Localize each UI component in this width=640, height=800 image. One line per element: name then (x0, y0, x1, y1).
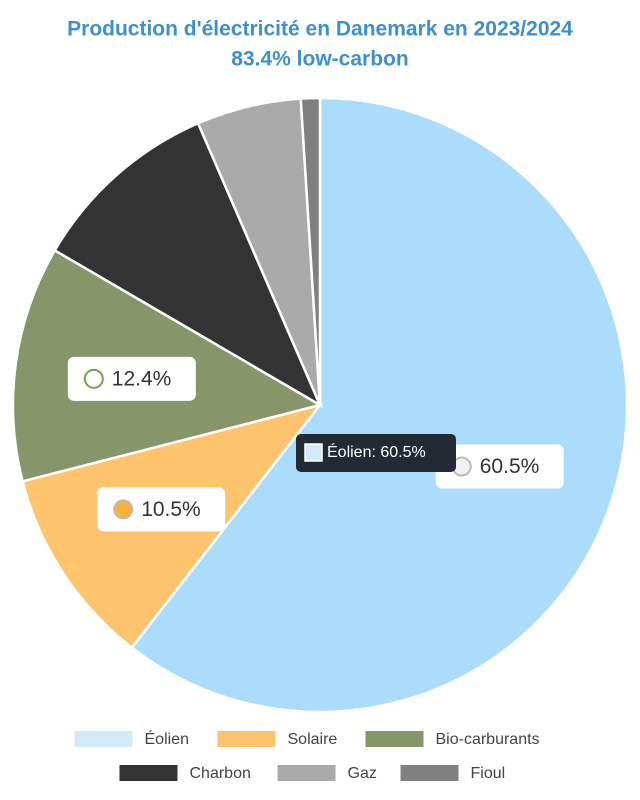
legend: Éolien Solaire Bio-carburants Charbon Gaz Fio… (74, 729, 540, 782)
legend-label: Bio-carburants (436, 731, 540, 748)
chart-subtitle: 83.4% low-carbon (231, 48, 408, 71)
label-box (97, 487, 226, 532)
legend-swatch (74, 731, 133, 747)
legend-swatch (365, 731, 424, 747)
legend-label: Gaz (348, 765, 377, 782)
legend-swatch (277, 765, 336, 781)
value-label-text: 12.4% (112, 367, 172, 390)
legend-label: Éolien (145, 729, 189, 748)
value-label-text: 60.5% (480, 455, 540, 478)
value-label: 60.5% (435, 444, 564, 489)
legend-swatch (217, 731, 276, 747)
tooltip-text: Éolien: 60.5% (327, 442, 426, 461)
value-labels: 60.5% 10.5% 12.4% (67, 356, 564, 532)
legend-swatch (400, 765, 459, 781)
value-label: 10.5% (97, 487, 226, 532)
label-box (67, 356, 196, 401)
legend-label: Charbon (190, 765, 251, 782)
legend-swatch (119, 765, 178, 781)
legend-label: Solaire (288, 731, 338, 748)
value-label: 12.4% (67, 356, 196, 401)
pie-slice (299, 96, 322, 406)
label-icon (83, 368, 104, 389)
chart-title: Production d'électricité en Danemark en … (67, 18, 573, 41)
pie-slice (53, 121, 323, 408)
legend-label: Fioul (471, 765, 506, 782)
tooltip-swatch (304, 443, 323, 462)
pie-slice (130, 96, 629, 714)
value-label-text: 10.5% (141, 498, 201, 521)
pie (11, 96, 629, 714)
label-icon (113, 499, 134, 520)
label-box (435, 444, 564, 489)
tooltip-box (296, 434, 456, 472)
tooltip: Éolien: 60.5% (296, 434, 456, 472)
